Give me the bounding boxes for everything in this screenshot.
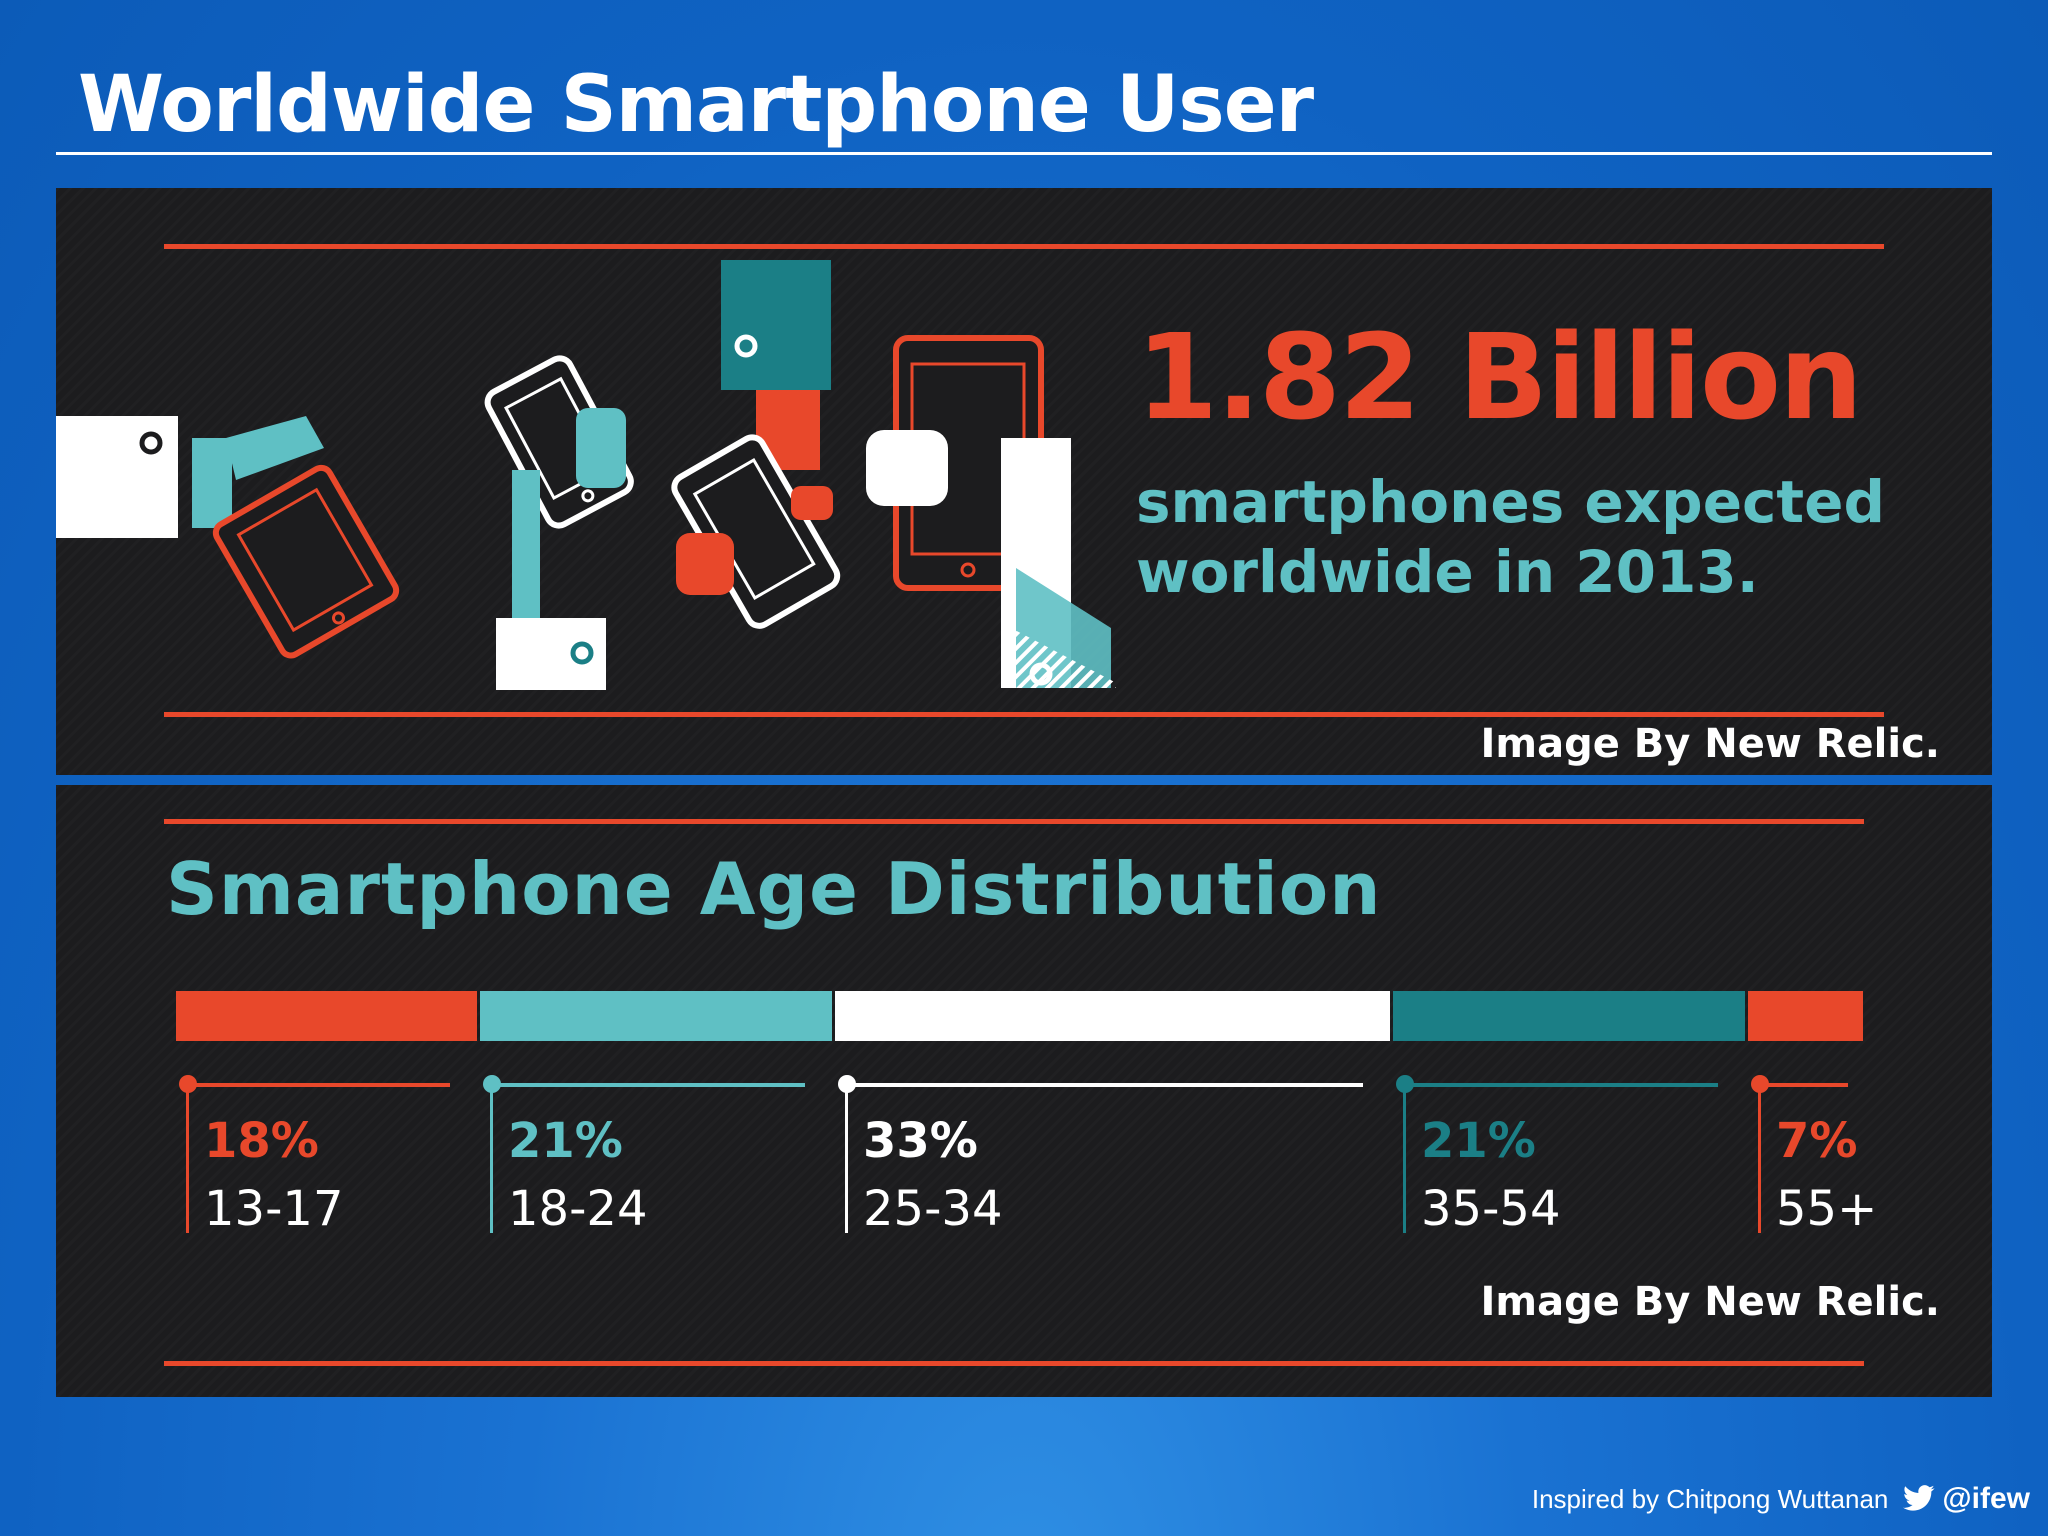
- hands-passing-smartphones-illustration: [56, 260, 1116, 690]
- footer: Inspired by Chitpong Wuttanan @ifew: [1532, 1482, 2030, 1516]
- age-label: 13-17: [204, 1181, 344, 1237]
- percent-label: 7%: [1776, 1113, 1858, 1169]
- marker-underline: [500, 1083, 805, 1087]
- top-infographic-panel: 1.82 Billion smartphones expected worldw…: [56, 188, 1992, 775]
- marker-underline: [1413, 1083, 1718, 1087]
- age-label: 18-24: [508, 1181, 648, 1237]
- marker-underline: [855, 1083, 1363, 1087]
- headline-stat: 1.82 Billion: [1136, 308, 1863, 446]
- percent-label: 21%: [508, 1113, 623, 1169]
- orange-phone-icon: [212, 464, 400, 659]
- marker-dot: [838, 1075, 856, 1093]
- marker-line: [845, 1083, 848, 1233]
- marker-dot: [179, 1075, 197, 1093]
- slide-title: Worldwide Smartphone User: [78, 60, 1314, 150]
- bar-segment-55+: [1748, 991, 1863, 1041]
- subline-1: smartphones expected: [1136, 468, 1885, 536]
- orange-hand-icon: [676, 486, 833, 595]
- marker-underline: [1768, 1083, 1848, 1087]
- bottom-image-credit: Image By New Relic.: [1480, 1279, 1940, 1325]
- bottom-panel-top-rule: [164, 819, 1864, 824]
- top-orange-rule: [164, 244, 1884, 249]
- bar-segment-35-54: [1393, 991, 1745, 1041]
- percent-label: 33%: [863, 1113, 978, 1169]
- marker-line: [1403, 1083, 1406, 1233]
- percent-label: 21%: [1421, 1113, 1536, 1169]
- marker-dot: [1751, 1075, 1769, 1093]
- marker-dot: [1396, 1075, 1414, 1093]
- left-sleeve-icon: [56, 416, 178, 538]
- bottom-panel-bottom-rule: [164, 1361, 1864, 1366]
- bottom-infographic-panel: Smartphone Age Distribution 18% 13-17 21% 1…: [56, 785, 1992, 1397]
- subline-2: worldwide in 2013.: [1136, 538, 1759, 606]
- top-image-credit: Image By New Relic.: [1480, 721, 1940, 767]
- bar-segment-13-17: [176, 991, 477, 1041]
- distribution-title: Smartphone Age Distribution: [166, 847, 1382, 931]
- top-sleeve-icon: [721, 260, 831, 470]
- bottom-orange-rule: [164, 712, 1884, 717]
- footer-handle: @ifew: [1942, 1482, 2030, 1515]
- large-orange-phone-icon: [866, 335, 1116, 688]
- marker-line: [186, 1083, 189, 1233]
- title-divider: [56, 152, 1992, 155]
- bar-segment-25-34: [835, 991, 1390, 1041]
- twitter-bird-icon: [1903, 1485, 1935, 1511]
- marker-line: [1758, 1083, 1761, 1233]
- footer-credit: Inspired by Chitpong Wuttanan: [1531, 1483, 1889, 1514]
- age-label: 55+: [1776, 1181, 1878, 1237]
- marker-underline: [196, 1083, 450, 1087]
- percent-label: 18%: [204, 1113, 319, 1169]
- bar-segment-18-24: [480, 991, 832, 1041]
- teal-hand-icon-2: [496, 408, 626, 690]
- marker-line: [490, 1083, 493, 1233]
- age-label: 35-54: [1421, 1181, 1561, 1237]
- age-label: 25-34: [863, 1181, 1003, 1237]
- marker-dot: [483, 1075, 501, 1093]
